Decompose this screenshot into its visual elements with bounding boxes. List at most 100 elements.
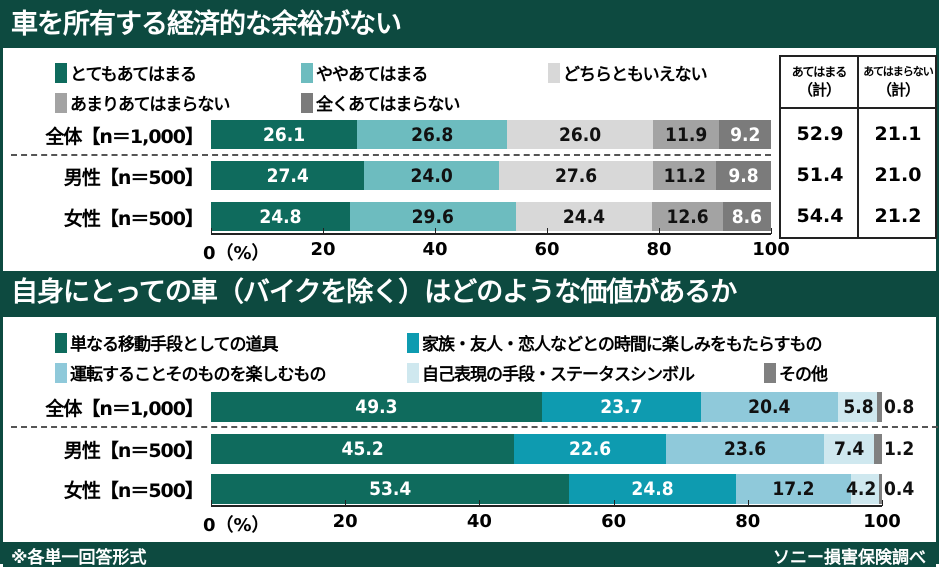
legend-swatch bbox=[548, 62, 560, 83]
bar-segment: 23.7 bbox=[541, 392, 701, 422]
x-tick-label: 0（%） bbox=[203, 243, 270, 264]
legend-item: ややあてはまる bbox=[301, 60, 428, 85]
data-label: 20.4 bbox=[748, 396, 791, 418]
x-tick-mark bbox=[211, 228, 212, 234]
bar-segment: 45.2 bbox=[211, 434, 515, 464]
bar-segment: 23.6 bbox=[665, 434, 825, 464]
table-cell: 21.1 bbox=[874, 123, 922, 145]
legend-item: 単なる移動手段としての道具 bbox=[55, 330, 278, 355]
table-cell: 54.4 bbox=[796, 205, 844, 227]
section1-title: 車を所有する経済的な余裕がない bbox=[3, 3, 936, 48]
bar-segment: 11.2 bbox=[653, 161, 717, 190]
data-label: 23.7 bbox=[600, 396, 643, 418]
x-tick-mark bbox=[747, 500, 749, 506]
data-label: 5.8 bbox=[843, 396, 874, 418]
data-label: 4.2 bbox=[846, 478, 877, 500]
data-label: 11.9 bbox=[665, 123, 708, 146]
bar-segment: 12.6 bbox=[652, 202, 723, 231]
table-header-disagree: あてはまらない （計） bbox=[859, 57, 937, 109]
totals-table: あてはまる （計） あてはまらない （計） 52.9 21.1 51.4 21.0 … bbox=[779, 55, 937, 239]
data-label: 29.6 bbox=[411, 205, 454, 228]
legend-item: 運転することそのものを楽しむもの bbox=[55, 360, 326, 385]
x-tick-label: 40 bbox=[422, 239, 448, 260]
data-label: 26.1 bbox=[262, 123, 306, 146]
x-tick-label: 100 bbox=[863, 511, 901, 532]
data-label: 17.2 bbox=[772, 478, 815, 500]
x-tick-mark bbox=[435, 228, 436, 234]
data-label: 9.2 bbox=[730, 123, 761, 146]
x-tick-mark bbox=[323, 228, 324, 234]
legend-item: 自己表現の手段・ステータスシンボル bbox=[407, 360, 695, 385]
legend-item: どちらともいえない bbox=[548, 60, 708, 85]
legend-label: 単なる移動手段としての道具 bbox=[70, 335, 278, 355]
legend-item: 家族・友人・恋人などとの時間に楽しみをもたらすもの bbox=[407, 330, 822, 355]
data-label: 22.6 bbox=[569, 438, 612, 460]
bar-segment: 53.4 bbox=[211, 474, 570, 504]
bar-segment: 5.8 bbox=[837, 392, 877, 422]
section2-title: 自身にとっての車（バイクを除く）はどのような価値があるか bbox=[3, 271, 936, 317]
data-label: 24.8 bbox=[259, 205, 302, 228]
bar-segment: 9.2 bbox=[719, 120, 771, 149]
x-tick-label: 0（%） bbox=[203, 515, 270, 536]
data-label: 24.0 bbox=[410, 164, 453, 187]
bar-segment: 26.1 bbox=[211, 120, 358, 149]
header-line: （計） bbox=[876, 81, 920, 99]
legend-swatch bbox=[301, 92, 313, 113]
x-tick-mark bbox=[659, 228, 660, 234]
bar-segment: 24.8 bbox=[211, 202, 350, 231]
x-tick-mark bbox=[613, 500, 615, 506]
data-label: 7.4 bbox=[833, 438, 865, 460]
header-line: （計） bbox=[797, 81, 841, 99]
legend-item: とてもあてはまる bbox=[55, 60, 197, 85]
bar-segment: 24.0 bbox=[364, 161, 499, 190]
data-label: 27.6 bbox=[555, 164, 598, 187]
x-tick-label: 20 bbox=[310, 239, 336, 260]
row-divider bbox=[11, 154, 771, 156]
row-label: 男性【n＝500】 bbox=[63, 167, 204, 189]
data-label: 49.3 bbox=[355, 396, 398, 418]
bar-segment: 17.2 bbox=[735, 474, 852, 504]
data-label: 26.0 bbox=[558, 123, 602, 146]
legend-label: どちらともいえない bbox=[563, 65, 708, 85]
bar-segment bbox=[873, 434, 882, 464]
bar-segment: 7.4 bbox=[824, 434, 874, 464]
legend-swatch bbox=[764, 362, 776, 383]
bar-segment: 9.8 bbox=[716, 161, 771, 190]
x-tick-mark bbox=[547, 228, 548, 234]
legend-swatch bbox=[55, 362, 67, 383]
data-label: 12.6 bbox=[666, 205, 709, 228]
legend-swatch bbox=[407, 332, 419, 353]
data-label: 27.4 bbox=[266, 164, 309, 187]
x-tick-label: 100 bbox=[752, 239, 790, 260]
x-tick-mark bbox=[882, 500, 883, 506]
data-label: 24.8 bbox=[631, 478, 674, 500]
x-tick-mark bbox=[771, 228, 772, 234]
legend-label: 全くあてはまらない bbox=[316, 95, 460, 115]
data-label: 9.8 bbox=[728, 164, 759, 187]
bar-segment: 8.6 bbox=[722, 202, 771, 231]
legend-item: 全くあてはまらない bbox=[301, 90, 460, 115]
legend-item: その他 bbox=[764, 360, 828, 385]
table-cell: 21.2 bbox=[874, 205, 922, 227]
x-tick-label: 60 bbox=[601, 511, 627, 532]
legend-swatch bbox=[301, 62, 313, 83]
row-label: 全体【n＝1,000】 bbox=[45, 126, 204, 148]
bar-segment: 29.6 bbox=[349, 202, 516, 231]
data-label: 45.2 bbox=[341, 438, 384, 460]
data-label: 26.8 bbox=[411, 123, 454, 146]
row-label: 男性【n＝500】 bbox=[63, 440, 204, 462]
x-axis bbox=[211, 233, 771, 235]
bar-segment bbox=[879, 474, 882, 504]
x-tick-label: 80 bbox=[646, 239, 672, 260]
x-tick-label: 60 bbox=[534, 239, 560, 260]
data-label: 23.6 bbox=[724, 438, 767, 460]
x-tick-mark bbox=[345, 500, 347, 506]
header-line: あてはまる bbox=[791, 65, 848, 79]
bar-segment: 4.2 bbox=[846, 474, 880, 504]
legend-item: あまりあてはまらない bbox=[55, 90, 230, 115]
bar-segment: 49.3 bbox=[211, 392, 542, 422]
legend-swatch bbox=[55, 62, 67, 83]
bar-segment: 24.8 bbox=[569, 474, 736, 504]
footer-source: ソニー損害保険調べ bbox=[773, 548, 926, 568]
data-label: 24.4 bbox=[562, 205, 606, 228]
